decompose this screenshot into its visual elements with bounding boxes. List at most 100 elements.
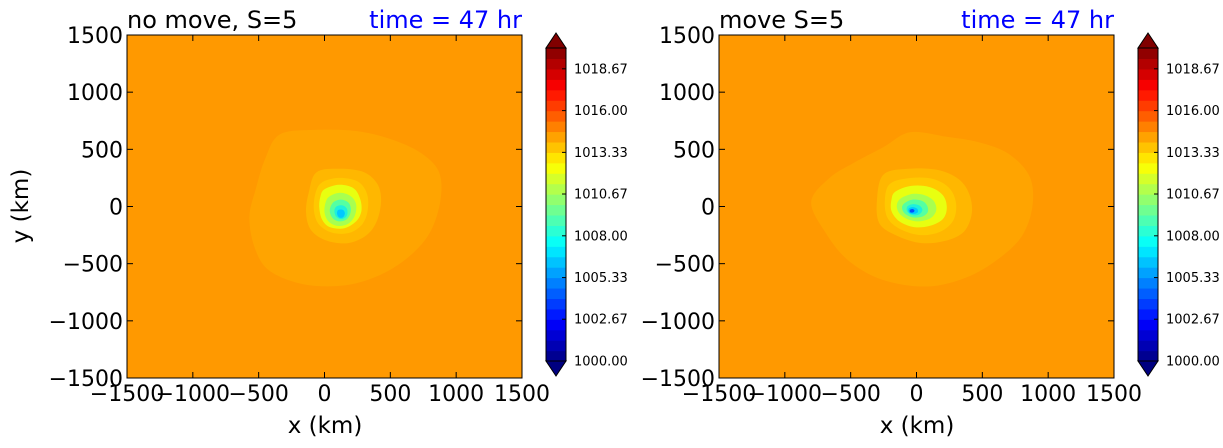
x-tick-label: 0 xyxy=(318,382,332,407)
colorbar-tick-label: 1018.67 xyxy=(574,62,628,77)
colorbar-segment xyxy=(546,152,566,164)
x-tick-label: −1500 xyxy=(90,382,164,407)
colorbar-segment xyxy=(1138,277,1158,289)
colorbar-extend-max xyxy=(1137,32,1159,49)
colorbar-segment xyxy=(1138,225,1158,237)
colorbar-segment xyxy=(546,235,566,247)
contour-band xyxy=(336,209,345,218)
colorbar-extend-min xyxy=(545,360,567,377)
colorbar-segment xyxy=(546,183,566,195)
x-tick-label: 1000 xyxy=(428,382,484,407)
colorbar-tick-label: 1002.67 xyxy=(1166,313,1220,328)
contour-band xyxy=(909,208,915,213)
colorbar-segment xyxy=(546,68,566,80)
y-tick-label: −1500 xyxy=(49,367,123,392)
colorbar-segment xyxy=(1138,308,1158,320)
colorbar-segment xyxy=(1138,48,1158,60)
colorbar-segment xyxy=(546,89,566,101)
colorbar-tick-label: 1000.00 xyxy=(1166,355,1220,370)
plot-area-no-move xyxy=(127,35,522,378)
panel-title-left: move S=5 xyxy=(719,6,844,34)
colorbar-segment xyxy=(1138,267,1158,279)
y-tick-label: −500 xyxy=(655,253,715,278)
colorbar-segment xyxy=(546,131,566,143)
x-axis-label: x (km) xyxy=(288,413,363,439)
axis-ticks: −1500−1000−500 0 500 1000 1500−1500−1000−500… xyxy=(641,24,1142,407)
colorbar-tick-label: 1008.00 xyxy=(574,229,628,244)
colorbar-segment xyxy=(546,308,566,320)
colorbar-segment xyxy=(1138,68,1158,80)
colorbar-tick-label: 1013.33 xyxy=(1166,146,1220,161)
y-tick-label: 500 xyxy=(81,138,123,163)
colorbar-segment xyxy=(546,141,566,153)
y-tick-label: 1000 xyxy=(67,81,123,106)
colorbar-segment xyxy=(546,48,566,60)
colorbar-segment xyxy=(1138,173,1158,185)
x-tick-label: 500 xyxy=(961,382,1003,407)
colorbar-tick-label: 1016.00 xyxy=(574,104,628,119)
colorbar-segment xyxy=(1138,194,1158,206)
colorbar-segment xyxy=(546,173,566,185)
colorbar-extend-min xyxy=(1137,360,1159,377)
panel-move: −1500−1000−500 0 500 1000 1500−1500−1000−500… xyxy=(641,6,1220,439)
y-tick-label: 1000 xyxy=(659,81,715,106)
colorbar-segment xyxy=(1138,162,1158,174)
colorbar-segment xyxy=(1138,329,1158,341)
colorbar-segment xyxy=(546,194,566,206)
colorbar-segment xyxy=(1138,100,1158,112)
colorbar-segment xyxy=(546,100,566,112)
contour-layers xyxy=(249,129,442,287)
colorbar-tick-label: 1018.67 xyxy=(1166,62,1220,77)
colorbar-segment xyxy=(546,350,566,362)
colorbar-segment xyxy=(1138,287,1158,299)
x-tick-label: −500 xyxy=(228,382,288,407)
colorbar-segment xyxy=(1138,246,1158,258)
colorbar-segment xyxy=(546,58,566,70)
colorbar-segment xyxy=(1138,214,1158,226)
x-axis-label: x (km) xyxy=(880,413,955,439)
colorbar-segment xyxy=(546,214,566,226)
plot-area-move xyxy=(719,35,1114,378)
x-tick-label: 500 xyxy=(369,382,411,407)
colorbar-segment xyxy=(546,256,566,268)
colorbar-segment xyxy=(1138,131,1158,143)
colorbar-frame xyxy=(1137,47,1159,362)
y-tick-label: −500 xyxy=(63,253,123,278)
colorbar-segment xyxy=(1138,152,1158,164)
x-tick-label: 1500 xyxy=(494,382,550,407)
contour-layers xyxy=(811,131,1034,287)
colorbar-segment xyxy=(546,121,566,133)
colorbar-segment xyxy=(546,225,566,237)
colorbar-tick-label: 1005.33 xyxy=(1166,271,1220,286)
colorbar-segment xyxy=(546,277,566,289)
colorbar-segment xyxy=(1138,340,1158,352)
colorbar-segment xyxy=(1138,89,1158,101)
y-tick-label: −1000 xyxy=(49,310,123,335)
y-tick-label: −1500 xyxy=(641,367,715,392)
x-tick-label: 0 xyxy=(910,382,924,407)
colorbar-tick-label: 1002.67 xyxy=(574,313,628,328)
x-tick-label: −500 xyxy=(820,382,880,407)
colorbar-segment xyxy=(1138,350,1158,362)
colorbar-segment xyxy=(546,110,566,122)
colorbar-segment xyxy=(1138,79,1158,91)
x-tick-label: −1000 xyxy=(748,382,822,407)
colorbar-segment xyxy=(546,246,566,258)
colorbar-tick-label: 1008.00 xyxy=(1166,229,1220,244)
colorbar-segment xyxy=(1138,256,1158,268)
colorbar-segment xyxy=(1138,110,1158,122)
colorbar-tick-label: 1013.33 xyxy=(574,146,628,161)
y-tick-label: 500 xyxy=(673,138,715,163)
panel-title-right: time = 47 hr xyxy=(369,6,522,34)
y-tick-label: 1500 xyxy=(67,24,123,49)
y-tick-label: 0 xyxy=(109,196,123,221)
axis-ticks: −1500−1000−500 0 500 1000 1500−1500−1000−500… xyxy=(49,24,550,407)
panel-no-move: −1500−1000−500 0 500 1000 1500−1500−1000−500… xyxy=(8,6,628,439)
colorbar-segment xyxy=(546,287,566,299)
colorbar-segment xyxy=(546,162,566,174)
x-tick-label: −1000 xyxy=(156,382,230,407)
colorbar-segment xyxy=(1138,235,1158,247)
colorbar-segment xyxy=(546,204,566,216)
y-tick-label: 0 xyxy=(701,196,715,221)
x-tick-label: 1000 xyxy=(1020,382,1076,407)
